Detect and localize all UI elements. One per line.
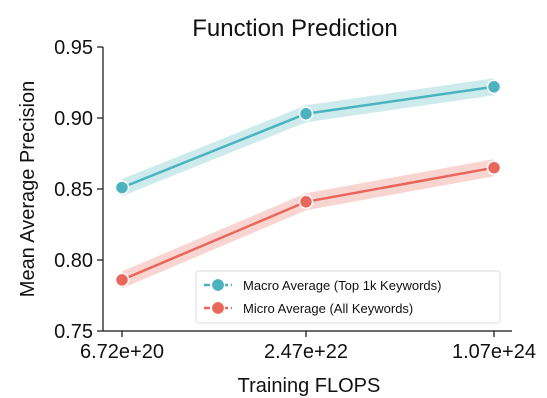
y-tick-label: 0.80 (54, 250, 93, 272)
y-tick-label: 0.95 (54, 37, 93, 59)
y-tick-label: 0.85 (54, 179, 93, 201)
legend-marker-0 (210, 277, 226, 293)
x-tick-label: 2.47e+22 (264, 341, 348, 363)
legend-label-1: Micro Average (All Keywords) (243, 301, 413, 316)
confidence-bands (122, 78, 494, 289)
data-point (298, 106, 314, 121)
legend-marker-1 (210, 300, 226, 316)
legend-box (195, 270, 501, 324)
series-band-1 (122, 159, 494, 289)
y-tick-label: 0.90 (54, 108, 93, 130)
data-point (486, 160, 502, 175)
legend: Macro Average (Top 1k Keywords) Micro Ave… (195, 270, 501, 324)
data-point (114, 272, 130, 288)
data-point (486, 79, 502, 95)
y-axis-label: Mean Average Precision (17, 81, 39, 297)
x-tick-label: 6.72e+20 (80, 341, 164, 363)
series-band-0 (122, 78, 494, 197)
x-tick-label: 1.07e+24 (452, 341, 536, 363)
legend-label-0: Macro Average (Top 1k Keywords) (243, 278, 441, 293)
data-point (114, 180, 130, 195)
data-point (298, 194, 314, 210)
axes: 0.75 0.80 0.85 0.90 0.95 6.72e+20 2.47e+22 1.07… (54, 37, 536, 363)
chart-title: Function Prediction (192, 15, 397, 42)
y-tick-label: 0.75 (54, 321, 93, 343)
series-markers (114, 79, 502, 288)
x-axis-label: Training FLOPS (238, 375, 381, 397)
